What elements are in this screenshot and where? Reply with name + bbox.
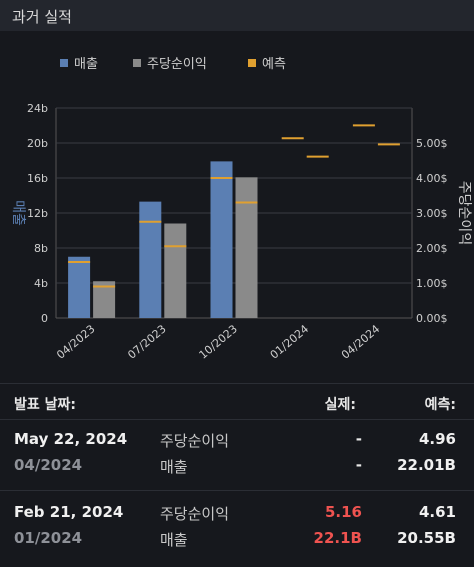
y-right-tick-label: 5.00$	[416, 137, 448, 150]
y-left-tick-label: 24b	[27, 102, 48, 115]
table-header: 발표 날짜: 실제: 예측:	[0, 390, 474, 416]
eps-actual: 5.16	[324, 503, 362, 521]
y-right-tick-label: 0.00$	[416, 312, 448, 325]
divider	[0, 419, 474, 420]
revenue-bar	[210, 161, 233, 318]
x-tick-label: 07/2023	[125, 322, 168, 361]
legend-label-eps: 주당순이익	[147, 57, 207, 72]
y-left-tick-label: 4b	[34, 277, 48, 290]
y-left-tick-label: 8b	[34, 242, 48, 255]
revenue-estimate: 22.01B	[397, 456, 456, 474]
eps-estimate: 4.96	[418, 430, 456, 448]
earnings-chart: 0 4b 8b 12b 16b 20b 24b 0.00$ 1.00$ 2.00$ 3.00$ 4.0…	[10, 102, 472, 362]
y-right-tick-label: 4.00$	[416, 172, 448, 185]
legend-label-revenue: 매출	[74, 57, 98, 72]
x-tick-label: 04/2024	[339, 322, 382, 361]
revenue-bar	[139, 201, 162, 318]
legend-swatch-estimate	[248, 58, 256, 67]
revenue-label: 매출	[160, 458, 188, 476]
y-right-tick-label: 3.00$	[416, 207, 448, 220]
eps-bar	[93, 281, 116, 318]
divider	[0, 383, 474, 384]
y-left-tick-label: 20b	[27, 137, 48, 150]
eps-label: 주당순이익	[160, 505, 230, 523]
eps-label: 주당순이익	[160, 432, 230, 450]
y-left-tick-label: 0	[41, 312, 48, 325]
y-left-tick-label: 12b	[27, 207, 48, 220]
y-right-axis-title: 주당순이익	[456, 181, 472, 245]
section-header: 과거 실적	[0, 0, 474, 31]
legend-item-eps[interactable]: 주당순이익	[133, 53, 207, 72]
legend-item-revenue[interactable]: 매출	[60, 53, 98, 72]
eps-estimate: 4.61	[418, 503, 456, 521]
report-date: May 22, 2024	[14, 430, 128, 448]
report-period: 01/2024	[14, 529, 83, 547]
revenue-bar	[68, 256, 91, 318]
section-title: 과거 실적	[12, 8, 72, 26]
revenue-estimate: 20.55B	[397, 529, 456, 547]
col-header-date: 발표 날짜:	[14, 397, 76, 413]
table-row[interactable]: May 22, 2024 04/2024 주당순이익 - 4.96 매출 - 2…	[0, 420, 474, 494]
revenue-actual: -	[355, 456, 362, 474]
revenue-label: 매출	[160, 531, 188, 549]
legend-swatch-revenue	[60, 58, 68, 67]
x-tick-label: 10/2023	[197, 322, 240, 361]
eps-bar	[164, 223, 187, 318]
x-tick-label: 04/2023	[54, 322, 97, 361]
x-tick-label: 01/2024	[268, 322, 311, 361]
y-right-tick-label: 1.00$	[416, 277, 448, 290]
y-right-tick-label: 2.00$	[416, 242, 448, 255]
divider	[0, 490, 474, 491]
eps-bar	[235, 177, 258, 318]
report-date: Feb 21, 2024	[14, 503, 124, 521]
revenue-actual: 22.1B	[313, 529, 362, 547]
legend-swatch-eps	[133, 58, 141, 67]
col-header-actual: 실제:	[324, 397, 356, 413]
chart-legend: 매출 주당순이익 예측	[0, 53, 474, 72]
report-period: 04/2024	[14, 456, 83, 474]
col-header-estimate: 예측:	[424, 397, 456, 413]
table-row[interactable]: Feb 21, 2024 01/2024 주당순이익 5.16 4.61 매출 …	[0, 493, 474, 567]
legend-label-estimate: 예측	[262, 57, 286, 72]
y-left-tick-label: 16b	[27, 172, 48, 185]
y-left-axis-title: 매출	[10, 200, 26, 226]
legend-item-estimate[interactable]: 예측	[248, 53, 286, 72]
eps-actual: -	[355, 430, 362, 448]
